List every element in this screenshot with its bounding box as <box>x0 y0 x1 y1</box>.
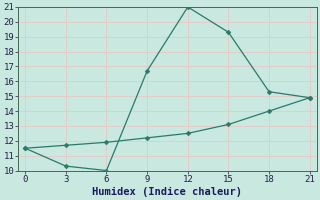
X-axis label: Humidex (Indice chaleur): Humidex (Indice chaleur) <box>92 186 243 197</box>
